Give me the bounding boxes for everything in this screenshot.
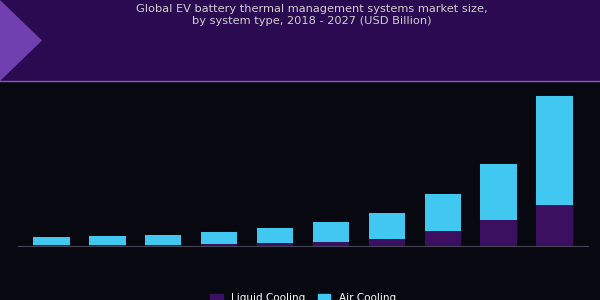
Bar [536, 205, 572, 246]
Bar [425, 194, 461, 231]
Bar [145, 235, 181, 245]
Bar [34, 245, 70, 246]
Bar [313, 222, 349, 242]
Text: Global EV battery thermal management systems market size,
by system type, 2018 -: Global EV battery thermal management sys… [136, 4, 488, 26]
Bar [481, 220, 517, 246]
Bar [368, 239, 405, 246]
Bar [34, 237, 70, 245]
Bar [368, 213, 405, 239]
Bar [201, 244, 238, 246]
Legend: Liquid Cooling, Air Cooling: Liquid Cooling, Air Cooling [210, 293, 396, 300]
Bar [257, 228, 293, 243]
Bar [536, 96, 572, 205]
Bar [145, 245, 181, 246]
Bar [425, 231, 461, 246]
Bar [313, 242, 349, 246]
Bar [481, 164, 517, 220]
Bar [201, 232, 238, 244]
Bar [89, 236, 125, 245]
Bar [89, 245, 125, 246]
Bar [257, 243, 293, 246]
